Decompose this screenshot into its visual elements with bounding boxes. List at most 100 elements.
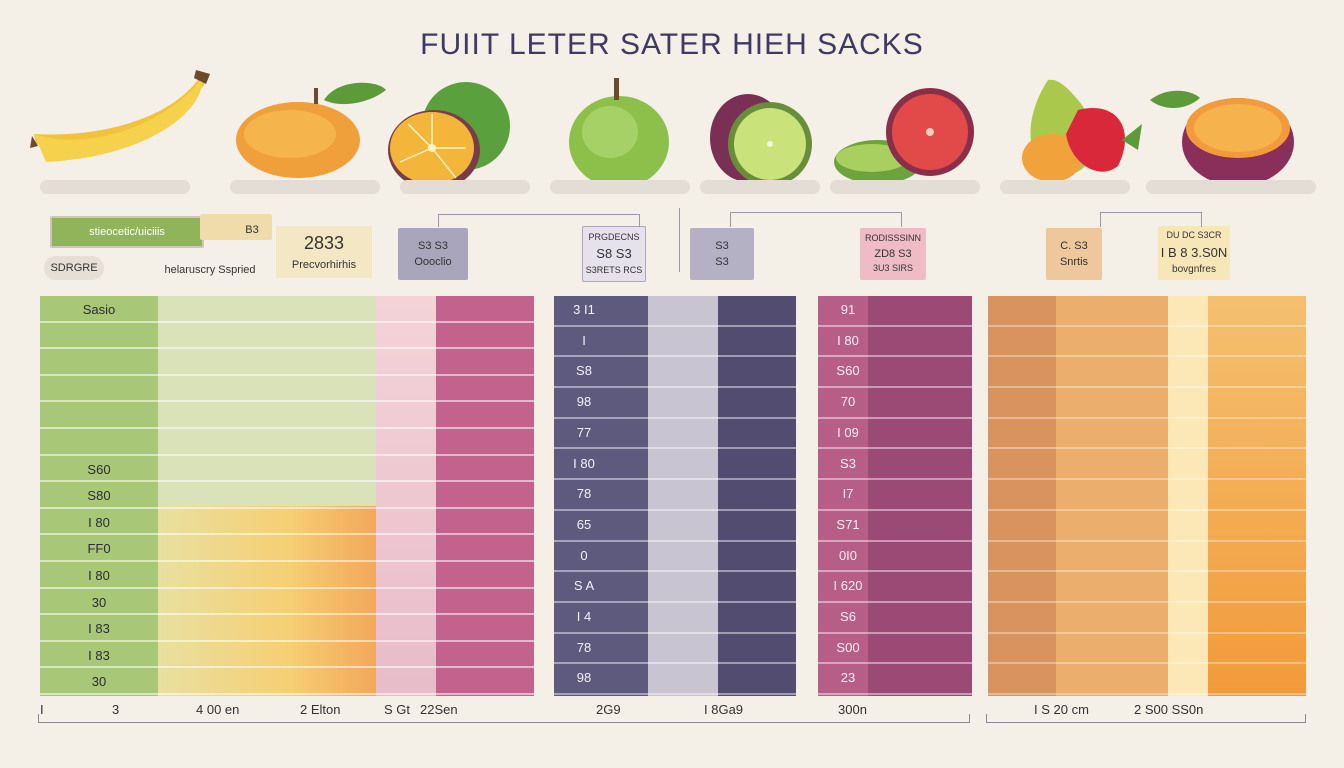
connector-line xyxy=(438,214,640,227)
pink-box: RODISSSINN ZD8 S3 3U3 SIRS xyxy=(860,228,926,280)
fruit-shelf xyxy=(1000,180,1130,194)
table-row xyxy=(818,542,972,573)
label-b3: B3 xyxy=(245,223,259,236)
table-row xyxy=(554,511,796,542)
cell-value: I7 xyxy=(842,486,854,502)
value-box-2833: 2833 Precvorhirhis xyxy=(276,226,372,278)
cell-value: 91 xyxy=(840,302,856,317)
axis-tick-label: I 8Ga9 xyxy=(704,702,744,717)
table-row xyxy=(818,480,972,511)
cell-value: S A xyxy=(573,578,595,594)
table-row xyxy=(818,634,972,665)
table-row xyxy=(988,296,1306,327)
table-row xyxy=(40,562,534,589)
table-row xyxy=(40,615,534,642)
table-row xyxy=(988,603,1306,634)
orange-plum-icon xyxy=(1150,90,1294,186)
axis-bracket xyxy=(986,714,1306,723)
cell-value: I 80 xyxy=(573,455,595,471)
cell-value: S3 xyxy=(840,455,856,471)
table-row xyxy=(988,388,1306,419)
table-row xyxy=(40,296,534,323)
cell-value: 98 xyxy=(576,394,592,410)
cell-value: S60 xyxy=(87,461,111,477)
cell-value: I xyxy=(582,332,586,348)
table-row xyxy=(988,511,1306,542)
cream-banner xyxy=(200,214,272,240)
health-label: helaruscry Sspried xyxy=(164,263,256,276)
green-banner: stieocetic/uiciiis xyxy=(50,216,204,248)
cell-value: I 83 xyxy=(88,647,110,663)
table-row xyxy=(988,327,1306,358)
cell-value: I 620 xyxy=(833,578,863,594)
table-row xyxy=(818,327,972,358)
axis-tick-label: 4 00 en xyxy=(196,702,240,717)
cell-value: I 80 xyxy=(88,514,110,530)
table-row xyxy=(988,572,1306,603)
grapefruit-icon xyxy=(834,88,974,184)
cell-value: 70 xyxy=(840,394,856,410)
cell-value: S80 xyxy=(87,488,111,504)
table-row xyxy=(818,388,972,419)
cell-value: S6 xyxy=(840,609,856,624)
table-row xyxy=(40,535,534,562)
table-row xyxy=(40,482,534,509)
green-sub-label: SDRGRE xyxy=(44,256,104,280)
table-row xyxy=(818,357,972,389)
purple-column-panel: 3 I1 I S8 98 77 I 80 78 65 0 S A I 4 78 98 xyxy=(554,296,796,696)
table-row xyxy=(40,429,534,456)
table-row xyxy=(40,376,534,403)
cell-value: 0 xyxy=(580,547,588,563)
cell-value: S60 xyxy=(836,363,860,379)
cell-value: 30 xyxy=(91,594,107,610)
yellow-box: DU DC S3CR I B 8 3.S0N bovgnfres xyxy=(1158,226,1230,280)
banana-icon xyxy=(30,70,210,162)
green-column-panel: Sasio S60 S80 I 80 FF0 I 80 30 I 83 I 83 30 xyxy=(40,296,534,696)
fruit-shelf xyxy=(830,180,980,194)
axis-bracket xyxy=(38,714,970,723)
table-row xyxy=(988,419,1306,450)
cell-value: 3 I1 xyxy=(573,302,595,317)
fruit-shelf xyxy=(40,180,190,194)
purple-box-2: PRGDECNS S8 S3 S3RETS RCS xyxy=(582,226,646,282)
purple-box: S3 S3 Oooclio xyxy=(398,228,468,280)
orange-lime-icon xyxy=(388,82,510,190)
table-row xyxy=(554,450,796,481)
axis-tick-label: 3 xyxy=(112,702,120,717)
table-row xyxy=(988,542,1306,573)
table-row xyxy=(40,456,534,483)
table-row xyxy=(40,642,534,669)
cell-value: 77 xyxy=(576,424,592,440)
cell-value: I 80 xyxy=(837,332,859,348)
cell-value: FF0 xyxy=(87,541,111,557)
table-row xyxy=(988,634,1306,665)
cell-value: Sasio xyxy=(82,302,116,317)
orange-column-panel xyxy=(988,296,1306,696)
table-row xyxy=(554,572,796,603)
connector-line xyxy=(730,212,902,227)
axis-tick-label: 2 S00 SS0n xyxy=(1134,702,1204,717)
table-row xyxy=(554,603,796,634)
table-row xyxy=(554,357,796,389)
fruit-shelf xyxy=(230,180,380,194)
axis-tick-label: I S 20 cm xyxy=(1034,702,1089,717)
cell-value: S8 xyxy=(576,363,592,379)
axis-tick-label: S Gt xyxy=(384,702,411,717)
table-row xyxy=(40,323,534,350)
table-row xyxy=(818,664,972,696)
cell-value: 65 xyxy=(576,516,592,532)
magenta-column-panel: 91 I 80 S60 70 I 09 S3 I7 S71 0I0 I 620 S6 S00 23 xyxy=(818,296,972,696)
plum-lime-icon xyxy=(710,94,812,186)
table-row xyxy=(818,511,972,542)
fruit-shelf xyxy=(1146,180,1316,194)
fruit-shelf xyxy=(400,180,530,194)
fruit-shelf xyxy=(550,180,690,194)
table-row xyxy=(554,419,796,450)
table-row xyxy=(40,402,534,429)
table-row xyxy=(818,450,972,481)
cell-value: S71 xyxy=(836,516,860,532)
cell-value: 23 xyxy=(840,670,856,686)
cell-value: 0I0 xyxy=(838,547,858,563)
table-row xyxy=(40,349,534,376)
table-row xyxy=(818,572,972,603)
